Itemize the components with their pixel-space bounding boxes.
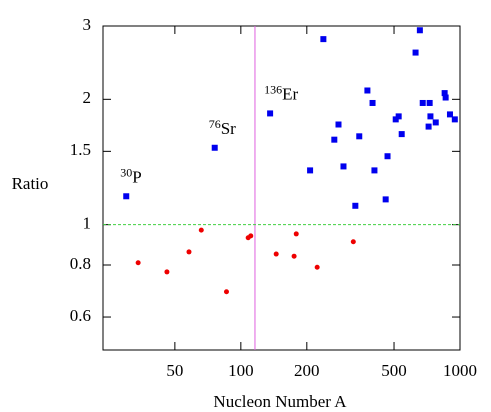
point <box>331 136 338 143</box>
point <box>392 116 399 123</box>
point <box>395 113 402 120</box>
point <box>291 253 297 259</box>
point <box>416 27 423 34</box>
point <box>164 269 170 275</box>
point <box>335 121 342 128</box>
point <box>267 110 274 117</box>
y-axis-title: Ratio <box>12 174 49 193</box>
point <box>350 239 356 245</box>
y-tick-label: 0.8 <box>70 254 91 273</box>
mass-number: 136 <box>264 82 282 96</box>
point <box>340 163 347 170</box>
point <box>446 111 453 118</box>
point <box>426 99 433 106</box>
y-tick-label: 2 <box>83 88 92 107</box>
point <box>356 133 363 140</box>
y-tick-label: 1 <box>83 214 92 233</box>
point <box>320 36 327 43</box>
point <box>398 131 405 138</box>
point <box>211 144 218 151</box>
mass-number: 30 <box>120 165 132 179</box>
point-label: 76Sr <box>209 117 236 138</box>
point <box>369 99 376 106</box>
point <box>432 119 439 126</box>
point <box>425 123 432 130</box>
x-tick-label: 50 <box>166 361 183 380</box>
point <box>273 251 279 257</box>
element-symbol: Er <box>282 84 298 103</box>
point <box>352 202 359 209</box>
point <box>442 94 449 101</box>
point <box>419 99 426 106</box>
x-tick-label: 100 <box>228 361 254 380</box>
point-label: 136Er <box>264 82 298 103</box>
element-symbol: Sr <box>221 119 236 138</box>
point <box>307 167 314 174</box>
point <box>371 167 378 174</box>
point <box>223 289 229 295</box>
point <box>382 196 389 203</box>
point <box>293 231 299 237</box>
point <box>248 233 254 239</box>
y-tick-label: 3 <box>83 15 92 34</box>
point <box>427 113 434 120</box>
point <box>451 116 458 123</box>
y-tick-label: 0.6 <box>70 306 91 325</box>
point <box>412 49 419 56</box>
element-symbol: P <box>132 167 141 186</box>
x-tick-label: 500 <box>381 361 407 380</box>
point <box>314 264 320 270</box>
point-label: 30P <box>120 165 141 186</box>
point <box>384 153 391 160</box>
point <box>135 260 141 266</box>
x-axis-title: Nucleon Number A <box>213 392 347 411</box>
y-tick-label: 1.5 <box>70 140 91 159</box>
point <box>123 193 130 200</box>
x-tick-label: 200 <box>294 361 320 380</box>
point <box>441 90 448 97</box>
x-tick-label: 1000 <box>443 361 477 380</box>
point <box>364 87 371 94</box>
mass-number: 76 <box>209 117 221 131</box>
point <box>198 227 204 233</box>
point <box>186 249 192 255</box>
plot-frame <box>102 25 461 351</box>
